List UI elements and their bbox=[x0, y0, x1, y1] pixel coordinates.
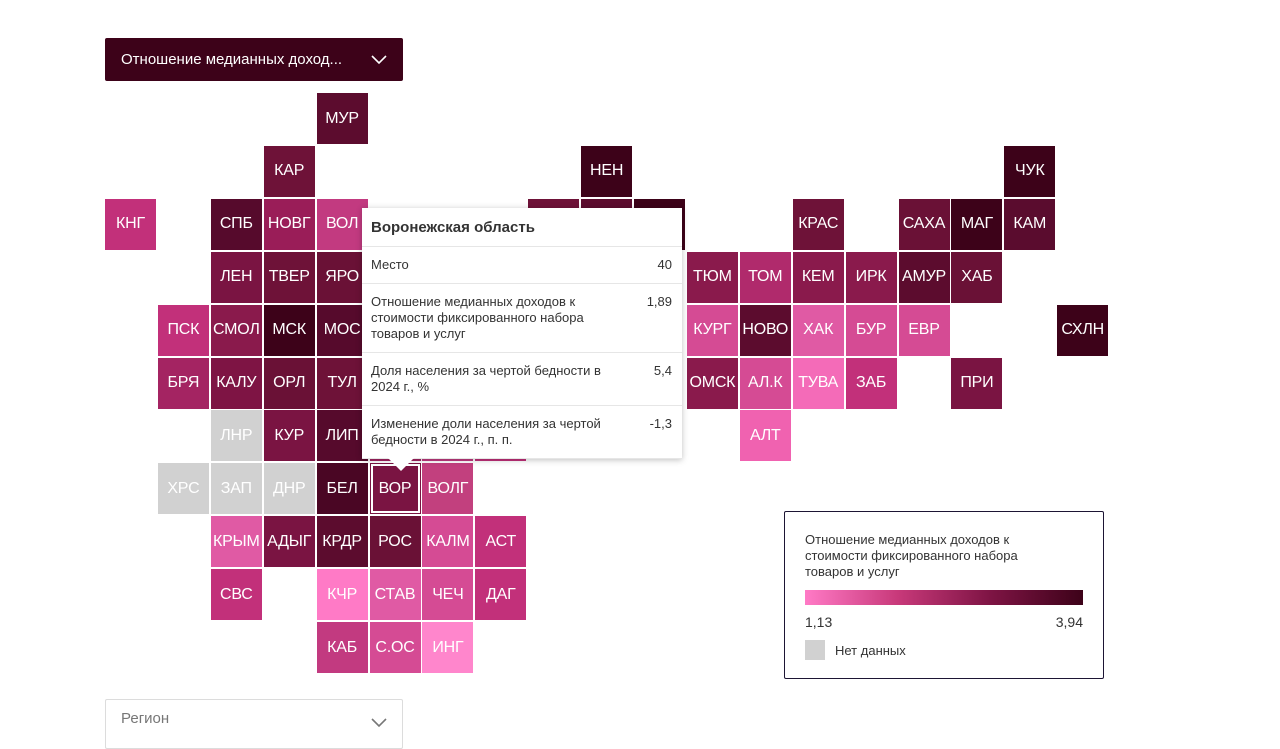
region-tile[interactable]: ХРС bbox=[157, 463, 209, 515]
region-tile[interactable]: СПБ bbox=[210, 198, 262, 250]
region-tile[interactable]: ОМСК bbox=[686, 357, 738, 409]
region-tile[interactable]: ЗАП bbox=[210, 463, 262, 515]
region-tile[interactable]: ЛЕН bbox=[210, 251, 262, 303]
legend-gradient bbox=[805, 590, 1083, 605]
tooltip-row: Место 40 bbox=[362, 247, 682, 284]
region-tile[interactable]: ЧЕЧ bbox=[422, 569, 474, 621]
region-tile[interactable]: СМОЛ bbox=[210, 304, 262, 356]
region-tile[interactable]: НОВГ bbox=[263, 198, 315, 250]
tooltip-row-value: 5,4 bbox=[653, 363, 672, 378]
region-tile[interactable]: ЗАБ bbox=[845, 357, 897, 409]
region-tile[interactable]: БЕЛ bbox=[316, 463, 368, 515]
region-tile[interactable]: МАГ bbox=[951, 198, 1003, 250]
region-tile[interactable]: АМУР bbox=[898, 251, 950, 303]
region-tile[interactable]: КРДР bbox=[316, 516, 368, 568]
region-tile[interactable]: РОС bbox=[369, 516, 421, 568]
region-tile[interactable]: КНГ bbox=[105, 198, 156, 250]
legend-ticks: 1,13 3,94 bbox=[805, 614, 1083, 630]
tooltip-row-label: Отношение медианных доходов к стоимости … bbox=[371, 294, 584, 341]
tooltip-row-value: 40 bbox=[657, 257, 672, 272]
region-tile[interactable]: ВОЛ bbox=[316, 198, 368, 250]
region-tooltip: Воронежская область Место 40 Отношение м… bbox=[362, 208, 682, 471]
region-tile[interactable]: САХА bbox=[898, 198, 950, 250]
region-tile[interactable]: КАБ bbox=[316, 622, 368, 673]
region-tile[interactable]: КРЫМ bbox=[210, 516, 262, 568]
region-tile[interactable]: АЛТ bbox=[739, 410, 791, 462]
tooltip-row: Изменение доли населения за чертой бедно… bbox=[362, 406, 682, 459]
region-tile[interactable]: ХАБ bbox=[951, 251, 1003, 303]
legend-title: Отношение медианных доходов к стоимости … bbox=[805, 532, 1018, 579]
region-tile[interactable]: КУР bbox=[263, 410, 315, 462]
region-tile[interactable]: ДНР bbox=[263, 463, 315, 515]
legend-no-data: Нет данных bbox=[805, 640, 1083, 660]
indicator-dropdown[interactable]: Отношение медианных доход... bbox=[105, 38, 403, 81]
region-tile[interactable]: ХАК bbox=[792, 304, 844, 356]
region-dropdown[interactable]: Регион bbox=[105, 699, 403, 749]
region-tile[interactable]: АДЫГ bbox=[263, 516, 315, 568]
region-tile[interactable]: ТЮМ bbox=[686, 251, 738, 303]
region-tile[interactable]: БРЯ bbox=[157, 357, 209, 409]
region-tile[interactable]: ЛИП bbox=[316, 410, 368, 462]
tooltip-row: Доля населения за чертой бедности в 2024… bbox=[362, 353, 682, 406]
tooltip-row-label: Доля населения за чертой бедности в 2024… bbox=[371, 363, 601, 394]
no-data-label: Нет данных bbox=[835, 642, 906, 658]
region-tile[interactable]: ПСК bbox=[157, 304, 209, 356]
region-tile[interactable]: ЛНР bbox=[210, 410, 262, 462]
tooltip-row: Отношение медианных доходов к стоимости … bbox=[362, 284, 682, 353]
region-tile[interactable]: БУР bbox=[845, 304, 897, 356]
tooltip-row-label: Изменение доли населения за чертой бедно… bbox=[371, 416, 601, 447]
region-tile[interactable]: МУР bbox=[316, 93, 368, 144]
region-tile[interactable]: КЕМ bbox=[792, 251, 844, 303]
region-tile[interactable]: ВОР bbox=[369, 463, 421, 515]
tooltip-row-value: -1,3 bbox=[649, 416, 672, 431]
region-tile[interactable]: СТАВ bbox=[369, 569, 421, 621]
region-tile[interactable]: С.ОС bbox=[369, 622, 421, 673]
no-data-swatch bbox=[805, 640, 825, 660]
legend-max: 3,94 bbox=[1055, 614, 1083, 630]
tooltip-arrow bbox=[388, 458, 414, 471]
region-tile[interactable]: КЧР bbox=[316, 569, 368, 621]
region-tile[interactable]: ИНГ bbox=[422, 622, 474, 673]
region-tile[interactable]: НОВО bbox=[739, 304, 791, 356]
region-tile[interactable]: ВОЛГ bbox=[422, 463, 474, 515]
region-tile[interactable]: ТВЕР bbox=[263, 251, 315, 303]
region-tile[interactable]: КАМ bbox=[1004, 198, 1056, 250]
region-tile[interactable]: АЛ.К bbox=[739, 357, 791, 409]
region-tile[interactable]: ЯРО bbox=[316, 251, 368, 303]
region-tile[interactable]: ЕВР bbox=[898, 304, 950, 356]
legend-min: 1,13 bbox=[805, 614, 833, 630]
region-tile[interactable]: ЧУК bbox=[1004, 145, 1056, 197]
region-tile[interactable]: ДАГ bbox=[475, 569, 527, 621]
region-tile[interactable]: МОС bbox=[316, 304, 368, 356]
color-legend: Отношение медианных доходов к стоимости … bbox=[784, 511, 1104, 679]
region-tile[interactable]: ТУВА bbox=[792, 357, 844, 409]
region-tile[interactable]: ТУЛ bbox=[316, 357, 368, 409]
tooltip-title: Воронежская область bbox=[362, 208, 682, 247]
region-tile[interactable]: КУРГ bbox=[686, 304, 738, 356]
region-tile[interactable]: СХЛН bbox=[1057, 304, 1109, 356]
chevron-down-icon bbox=[371, 54, 387, 64]
region-tile[interactable]: МСК bbox=[263, 304, 315, 356]
region-tile[interactable]: ИРК bbox=[845, 251, 897, 303]
region-tile[interactable]: КРАС bbox=[792, 198, 844, 250]
region-dropdown-placeholder: Регион bbox=[121, 710, 170, 727]
region-tile[interactable]: КАЛМ bbox=[422, 516, 474, 568]
tooltip-row-value: 1,89 bbox=[646, 294, 672, 309]
region-tile[interactable]: ОРЛ bbox=[263, 357, 315, 409]
region-tile[interactable]: НЕН bbox=[581, 145, 633, 197]
region-tile[interactable]: ТОМ bbox=[739, 251, 791, 303]
region-tile[interactable]: АСТ bbox=[475, 516, 527, 568]
region-tile[interactable]: КАЛУ bbox=[210, 357, 262, 409]
tooltip-row-label: Место bbox=[371, 257, 409, 272]
region-tile[interactable]: СВС bbox=[210, 569, 262, 621]
region-tile[interactable]: ПРИ bbox=[951, 357, 1003, 409]
region-tile[interactable]: КАР bbox=[263, 145, 315, 197]
